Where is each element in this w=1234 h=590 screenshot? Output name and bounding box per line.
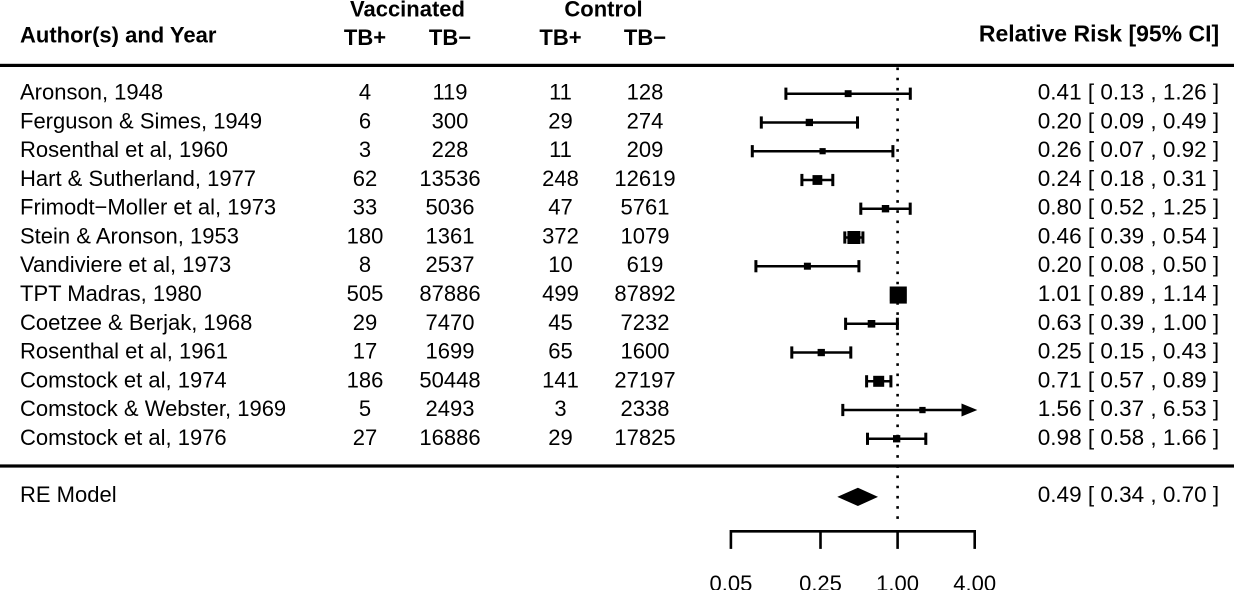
svg-text:65: 65 (548, 339, 572, 364)
svg-text:1361: 1361 (426, 224, 475, 249)
svg-text:62: 62 (353, 166, 377, 191)
svg-text:300: 300 (432, 109, 469, 134)
svg-text:Author(s) and Year: Author(s) and Year (20, 22, 217, 47)
svg-text:Hart & Sutherland, 1977: Hart & Sutherland, 1977 (20, 166, 256, 191)
svg-text:45: 45 (548, 310, 572, 335)
svg-text:11: 11 (549, 80, 572, 105)
svg-text:128: 128 (627, 80, 664, 105)
svg-text:4: 4 (359, 80, 371, 105)
svg-text:0.71 [ 0.57 , 0.89 ]: 0.71 [ 0.57 , 0.89 ] (1038, 367, 1219, 392)
svg-text:29: 29 (548, 109, 572, 134)
svg-text:1600: 1600 (621, 339, 670, 364)
svg-text:5761: 5761 (621, 195, 670, 220)
svg-text:27: 27 (353, 425, 377, 450)
svg-text:Rosenthal et al, 1961: Rosenthal et al, 1961 (20, 339, 228, 364)
svg-text:499: 499 (542, 281, 579, 306)
svg-text:3: 3 (359, 137, 371, 162)
svg-text:5036: 5036 (426, 195, 475, 220)
svg-text:17: 17 (353, 339, 377, 364)
svg-text:0.25: 0.25 (799, 571, 842, 590)
svg-text:209: 209 (627, 137, 664, 162)
svg-text:180: 180 (347, 224, 384, 249)
svg-text:228: 228 (432, 137, 469, 162)
svg-text:17825: 17825 (614, 425, 675, 450)
svg-text:27197: 27197 (614, 367, 675, 392)
svg-text:619: 619 (627, 252, 664, 277)
svg-text:33: 33 (353, 195, 377, 220)
svg-text:1.01 [ 0.89 , 1.14 ]: 1.01 [ 0.89 , 1.14 ] (1038, 281, 1219, 306)
svg-text:4.00: 4.00 (953, 571, 996, 590)
svg-text:0.63 [ 0.39 , 1.00 ]: 0.63 [ 0.39 , 1.00 ] (1038, 310, 1219, 335)
svg-text:505: 505 (347, 281, 384, 306)
svg-text:13536: 13536 (419, 166, 480, 191)
svg-text:0.26 [ 0.07 , 0.92 ]: 0.26 [ 0.07 , 0.92 ] (1038, 137, 1219, 162)
svg-text:29: 29 (548, 425, 572, 450)
svg-text:Comstock et al, 1974: Comstock et al, 1974 (20, 367, 227, 392)
svg-text:0.41 [ 0.13 , 1.26 ]: 0.41 [ 0.13 , 1.26 ] (1038, 80, 1219, 105)
svg-text:0.80 [ 0.52 , 1.25 ]: 0.80 [ 0.52 , 1.25 ] (1038, 195, 1219, 220)
svg-text:12619: 12619 (614, 166, 675, 191)
svg-text:0.20 [ 0.08 , 0.50 ]: 0.20 [ 0.08 , 0.50 ] (1038, 252, 1219, 277)
svg-text:1699: 1699 (426, 339, 475, 364)
svg-text:87892: 87892 (614, 281, 675, 306)
svg-text:0.20 [ 0.09 , 0.49 ]: 0.20 [ 0.09 , 0.49 ] (1038, 109, 1219, 134)
svg-text:0.98 [ 0.58 , 1.66 ]: 0.98 [ 0.58 , 1.66 ] (1038, 425, 1219, 450)
svg-text:Vaccinated: Vaccinated (350, 0, 465, 21)
svg-text:0.25 [ 0.15 , 0.43 ]: 0.25 [ 0.15 , 0.43 ] (1038, 339, 1219, 364)
svg-text:Comstock & Webster, 1969: Comstock & Webster, 1969 (20, 396, 286, 421)
svg-text:274: 274 (627, 109, 664, 134)
svg-text:2493: 2493 (426, 396, 475, 421)
svg-text:248: 248 (542, 166, 579, 191)
svg-text:7470: 7470 (426, 310, 475, 335)
svg-text:87886: 87886 (419, 281, 480, 306)
svg-text:Aronson, 1948: Aronson, 1948 (20, 80, 163, 105)
svg-text:2338: 2338 (621, 396, 670, 421)
svg-text:Rosenthal et al, 1960: Rosenthal et al, 1960 (20, 137, 228, 162)
svg-text:8: 8 (359, 252, 371, 277)
svg-text:29: 29 (353, 310, 377, 335)
svg-text:TB+: TB+ (344, 25, 386, 50)
svg-text:Ferguson & Simes, 1949: Ferguson & Simes, 1949 (20, 109, 262, 134)
svg-text:47: 47 (548, 195, 572, 220)
svg-text:Relative Risk [95% CI]: Relative Risk [95% CI] (979, 21, 1219, 47)
svg-text:1.00: 1.00 (876, 571, 919, 590)
svg-text:TB+: TB+ (539, 25, 581, 50)
svg-text:0.05: 0.05 (709, 571, 752, 590)
svg-text:6: 6 (359, 109, 371, 134)
svg-text:5: 5 (359, 396, 371, 421)
svg-text:1.56 [ 0.37 , 6.53 ]: 1.56 [ 0.37 , 6.53 ] (1038, 396, 1219, 421)
svg-text:7232: 7232 (621, 310, 670, 335)
svg-text:0.24 [ 0.18 , 0.31 ]: 0.24 [ 0.18 , 0.31 ] (1038, 166, 1219, 191)
svg-text:Control: Control (564, 0, 642, 21)
svg-text:1079: 1079 (621, 224, 670, 249)
svg-text:Stein & Aronson, 1953: Stein & Aronson, 1953 (20, 224, 239, 249)
svg-text:11: 11 (549, 137, 572, 162)
svg-text:0.46 [ 0.39 , 0.54 ]: 0.46 [ 0.39 , 0.54 ] (1038, 224, 1219, 249)
svg-text:Vandiviere et al, 1973: Vandiviere et al, 1973 (20, 252, 231, 277)
svg-text:Comstock et al, 1976: Comstock et al, 1976 (20, 425, 227, 450)
svg-text:3: 3 (554, 396, 566, 421)
svg-text:372: 372 (542, 224, 579, 249)
svg-text:119: 119 (432, 80, 467, 105)
svg-text:2537: 2537 (426, 252, 475, 277)
svg-text:50448: 50448 (419, 367, 480, 392)
svg-text:Coetzee & Berjak, 1968: Coetzee & Berjak, 1968 (20, 310, 252, 335)
svg-text:TB−: TB− (429, 25, 471, 50)
svg-text:141: 141 (542, 367, 579, 392)
svg-text:10: 10 (548, 252, 572, 277)
svg-text:RE Model: RE Model (20, 482, 117, 507)
svg-text:TB−: TB− (624, 25, 666, 50)
svg-text:186: 186 (347, 367, 384, 392)
svg-text:TPT Madras, 1980: TPT Madras, 1980 (20, 281, 202, 306)
svg-text:0.49 [ 0.34 , 0.70 ]: 0.49 [ 0.34 , 0.70 ] (1038, 482, 1219, 507)
svg-text:Frimodt−Moller et al, 1973: Frimodt−Moller et al, 1973 (20, 195, 276, 220)
svg-text:16886: 16886 (419, 425, 480, 450)
